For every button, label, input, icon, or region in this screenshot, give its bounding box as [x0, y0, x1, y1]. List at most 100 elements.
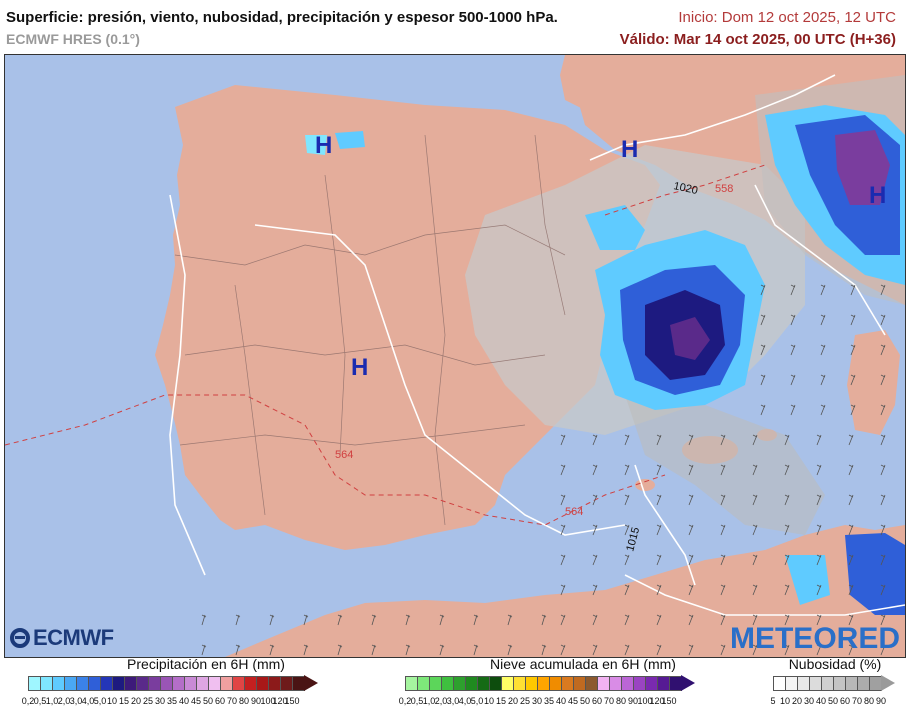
- wind-barb-icon: [371, 644, 377, 656]
- wind-barb-icon: [507, 614, 513, 626]
- wind-barb-icon: [201, 614, 207, 626]
- legend-tick-label: 0,5: [410, 696, 424, 706]
- wind-barb-icon: [848, 554, 854, 566]
- wind-barb-icon: [624, 644, 630, 656]
- wind-barb-icon: [752, 554, 758, 566]
- legend-tick-label: 40: [815, 696, 827, 706]
- wind-barb-icon: [850, 344, 856, 356]
- legend-tick-label: 100: [260, 696, 276, 706]
- legend-arrow-icon: [304, 675, 318, 691]
- wind-barb-icon: [688, 464, 694, 476]
- legend-tick-label: 3,0: [69, 696, 83, 706]
- legend-tick-label: 80: [615, 696, 627, 706]
- legend-tick-label: 15: [118, 696, 130, 706]
- wind-barb-icon: [816, 584, 822, 596]
- wind-barb-icon: [656, 584, 662, 596]
- precip-east-heavy: [835, 130, 890, 205]
- wind-barb-icon: [473, 614, 479, 626]
- legend-tick-label: 30: [531, 696, 543, 706]
- wind-barb-icon: [656, 494, 662, 506]
- wind-barb-icon: [784, 644, 790, 656]
- wind-barb-icon: [720, 614, 726, 626]
- wind-barb-icon: [405, 614, 411, 626]
- wind-barb-icon: [592, 554, 598, 566]
- wind-barb-icon: [507, 644, 513, 656]
- legend-tick-label: 35: [166, 696, 178, 706]
- high-pressure-label: H: [621, 136, 638, 163]
- wind-barb-icon: [880, 344, 886, 356]
- wind-barb-icon: [816, 554, 822, 566]
- wind-barb-icon: [560, 464, 566, 476]
- thickness-lines: [5, 164, 766, 526]
- wind-barb-icon: [752, 464, 758, 476]
- wind-barb-icon: [820, 374, 826, 386]
- legend-tick-label: 50: [827, 696, 839, 706]
- wind-barb-icon: [816, 434, 822, 446]
- wind-barb-icon: [656, 614, 662, 626]
- legend-tick-label: 10: [483, 696, 495, 706]
- wind-barb-icon: [235, 614, 241, 626]
- wind-barb-icon: [820, 404, 826, 416]
- wind-barb-icon: [439, 614, 445, 626]
- legend-tick-label: 5: [770, 696, 776, 706]
- wind-barb-icon: [303, 644, 309, 656]
- legend-tick-label: 0,5: [33, 696, 47, 706]
- wind-barb-icon: [820, 284, 826, 296]
- wind-barb-icon: [784, 554, 790, 566]
- wind-barb-icon: [790, 344, 796, 356]
- high-pressure-label: H: [869, 182, 886, 209]
- legend-tick-label: 10: [106, 696, 118, 706]
- legend-tick-label: 2,0: [434, 696, 448, 706]
- wind-barb-icon: [560, 434, 566, 446]
- wind-barb-icon: [541, 614, 547, 626]
- legend-tick-label: 50: [202, 696, 214, 706]
- wind-barb-icon: [752, 494, 758, 506]
- legend-tick-label: 80: [238, 696, 250, 706]
- isobar-label: 1020: [672, 180, 698, 197]
- legend-tick-label: 20: [130, 696, 142, 706]
- legend-tick-label: 90: [875, 696, 887, 706]
- wind-barb-icon: [303, 614, 309, 626]
- wind-barb-icon: [790, 404, 796, 416]
- precip-legend-bar: [28, 675, 318, 691]
- wind-barb-icon: [592, 494, 598, 506]
- cloud-legend-title: Nubosidad (%): [788, 656, 882, 672]
- wind-barb-icon: [624, 464, 630, 476]
- wind-barb-icon: [656, 434, 662, 446]
- wind-barb-icon: [269, 614, 275, 626]
- wind-barb-icon: [760, 314, 766, 326]
- map-title: Superficie: presión, viento, nubosidad, …: [6, 9, 558, 26]
- wind-barb-icon: [624, 494, 630, 506]
- wind-barb-icon: [760, 374, 766, 386]
- weather-map[interactable]: H H H H 1020 1015 564 564 558: [4, 54, 906, 658]
- model-name: ECMWF HRES (0.1°): [6, 31, 140, 47]
- legend-tick-label: 150: [284, 696, 300, 706]
- legend-tick-label: 30: [154, 696, 166, 706]
- precip-nw: [335, 131, 365, 149]
- precip-legend-title: Precipitación en 6H (mm): [127, 656, 285, 672]
- land-ibiza: [635, 479, 655, 491]
- wind-barb-icon: [656, 554, 662, 566]
- wind-barb-icon: [784, 494, 790, 506]
- legend-tick-label: 35: [543, 696, 555, 706]
- wind-barb-icon: [880, 614, 886, 626]
- cloud-legend-bar: [773, 675, 895, 691]
- snow-legend-title: Nieve acumulada en 6H (mm): [490, 656, 676, 672]
- wind-barb-icon: [848, 494, 854, 506]
- wind-barb-icon: [790, 284, 796, 296]
- wind-barb-icon: [816, 524, 822, 536]
- wind-barb-icon: [371, 614, 377, 626]
- wind-barb-icon: [720, 494, 726, 506]
- wind-barb-icon: [752, 614, 758, 626]
- wind-barb-icon: [880, 494, 886, 506]
- wind-barb-icon: [848, 644, 854, 656]
- wind-barb-icon: [784, 584, 790, 596]
- legend-tick-label: 30: [803, 696, 815, 706]
- wind-barb-icon: [688, 614, 694, 626]
- legend-tick-label: 40: [178, 696, 190, 706]
- precip-se-light: [785, 555, 830, 605]
- wind-barb-icon: [784, 524, 790, 536]
- wind-barb-icon: [850, 314, 856, 326]
- wind-barb-icon: [850, 404, 856, 416]
- wind-barb-icon: [560, 554, 566, 566]
